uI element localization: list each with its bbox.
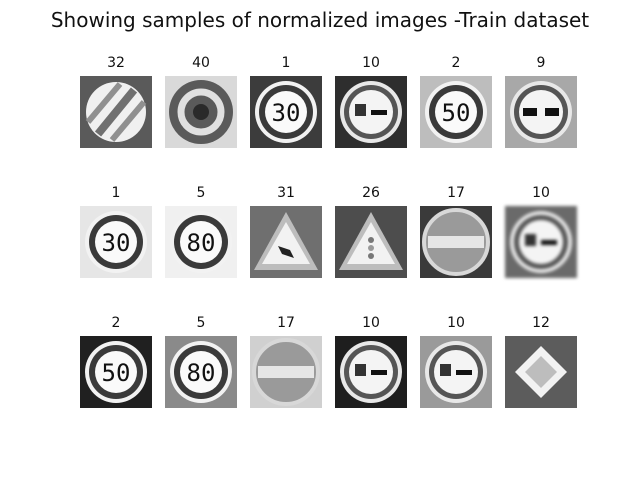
car-icon bbox=[456, 370, 472, 375]
sign-thumbnail bbox=[165, 76, 237, 148]
stripe-2 bbox=[85, 82, 123, 124]
sample-label: 10 bbox=[362, 315, 380, 331]
sample-label: 17 bbox=[277, 315, 295, 331]
sign-face bbox=[95, 221, 137, 263]
sign-face bbox=[435, 91, 477, 133]
sample-label: 10 bbox=[532, 185, 550, 201]
sign-thumbnail bbox=[420, 336, 492, 408]
sign-thumbnail bbox=[505, 206, 577, 278]
sign-thumbnail: 30 bbox=[250, 76, 322, 148]
sign-thumbnail bbox=[250, 206, 322, 278]
priority-diamond-face bbox=[525, 356, 557, 388]
sample-label: 1 bbox=[111, 185, 121, 201]
car-icon bbox=[541, 240, 557, 245]
stripe-1 bbox=[94, 87, 138, 137]
sign-number: 80 bbox=[187, 229, 216, 257]
sign-thumbnail bbox=[80, 76, 152, 148]
car-right-icon bbox=[545, 108, 559, 116]
truck-icon bbox=[440, 364, 451, 376]
car-left-icon bbox=[523, 108, 537, 116]
car-icon bbox=[371, 110, 387, 115]
sample-label: 5 bbox=[196, 185, 206, 201]
sign-thumbnail bbox=[335, 76, 407, 148]
figure-title: Showing samples of normalized images -Tr… bbox=[50, 8, 590, 32]
truck-icon bbox=[355, 104, 366, 116]
sign-thumbnail: 30 bbox=[80, 206, 152, 278]
sign-thumbnail bbox=[250, 336, 322, 408]
car-icon bbox=[371, 370, 387, 375]
sign-face bbox=[519, 90, 563, 134]
sample-label: 32 bbox=[107, 55, 125, 71]
sign-number: 50 bbox=[102, 359, 131, 387]
sample-label: 12 bbox=[532, 315, 550, 331]
signal-light-top bbox=[368, 237, 374, 243]
sample-label: 2 bbox=[451, 55, 461, 71]
sign-thumbnail: 50 bbox=[420, 76, 492, 148]
sample-label: 9 bbox=[536, 55, 546, 71]
truck-icon bbox=[355, 364, 366, 376]
sign-face bbox=[180, 221, 222, 263]
no-entry-bar bbox=[428, 236, 484, 248]
sign-number: 50 bbox=[442, 99, 471, 127]
animal-icon bbox=[278, 246, 294, 258]
sign-rim bbox=[422, 208, 490, 276]
sign-face bbox=[265, 91, 307, 133]
sign-thumbnail: 80 bbox=[165, 206, 237, 278]
sign-thumbnail: 50 bbox=[80, 336, 152, 408]
warning-triangle-face bbox=[262, 222, 310, 264]
sample-label: 1 bbox=[281, 55, 291, 71]
no-entry-bar bbox=[258, 366, 314, 378]
sample-label: 31 bbox=[277, 185, 295, 201]
sign-thumbnail bbox=[335, 336, 407, 408]
sign-thumbnail bbox=[420, 206, 492, 278]
sample-label: 5 bbox=[196, 315, 206, 331]
signal-light-middle bbox=[368, 245, 374, 251]
sample-label: 10 bbox=[362, 55, 380, 71]
signal-light-bottom bbox=[368, 253, 374, 259]
sign-thumbnail bbox=[505, 336, 577, 408]
sign-face bbox=[180, 351, 222, 393]
sign-thumbnail bbox=[505, 76, 577, 148]
roundabout-center bbox=[193, 104, 209, 120]
sign-number: 30 bbox=[272, 99, 301, 127]
sign-number: 80 bbox=[187, 359, 216, 387]
truck-icon bbox=[525, 234, 536, 246]
sample-label: 40 bbox=[192, 55, 210, 71]
stripe-3 bbox=[109, 100, 147, 142]
sign-face bbox=[95, 351, 137, 393]
sign-thumbnail bbox=[335, 206, 407, 278]
sign-number: 30 bbox=[102, 229, 131, 257]
sign-thumbnail: 80 bbox=[165, 336, 237, 408]
sample-label: 26 bbox=[362, 185, 380, 201]
sample-label: 10 bbox=[447, 315, 465, 331]
sign-rim bbox=[252, 338, 320, 406]
roundabout-arrows bbox=[177, 88, 225, 136]
sample-label: 2 bbox=[111, 315, 121, 331]
sample-label: 17 bbox=[447, 185, 465, 201]
